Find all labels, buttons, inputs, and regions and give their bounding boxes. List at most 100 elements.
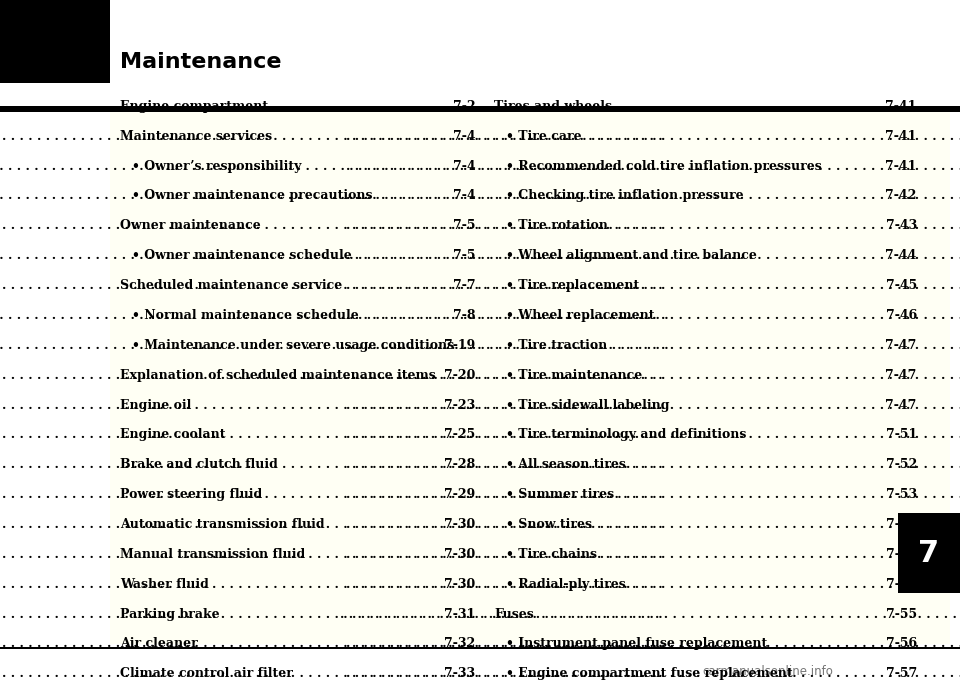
Text: 7-52: 7-52 xyxy=(885,458,917,471)
Text: . . . . . . . . . . . . . . . . . . . . . . . . . . . . . . . . . . . . . . . . : . . . . . . . . . . . . . . . . . . . . … xyxy=(0,488,663,501)
Text: • Instrument panel fuse replacement: • Instrument panel fuse replacement xyxy=(506,637,767,650)
Text: . . . . . . . . . . . . . . . . . . . . . . . . . . . . . . . . . . . . . . . . : . . . . . . . . . . . . . . . . . . . . … xyxy=(346,667,960,680)
Text: . . . . . . . . . . . . . . . . . . . . . . . . . . . . . . . . . . . . . . . . : . . . . . . . . . . . . . . . . . . . . … xyxy=(0,637,663,650)
Text: 7-41: 7-41 xyxy=(885,160,917,173)
Text: 7-46: 7-46 xyxy=(885,309,917,322)
Text: 7-33: 7-33 xyxy=(444,667,475,680)
Text: 7-4: 7-4 xyxy=(452,189,475,203)
Text: . . . . . . . . . . . . . . . . . . . . . . . . . . . . . . . . . . . . . . . . : . . . . . . . . . . . . . . . . . . . . … xyxy=(0,100,663,113)
Text: 7-8: 7-8 xyxy=(453,309,475,322)
Text: . . . . . . . . . . . . . . . . . . . . . . . . . . . . . . . . . . . . . . . . : . . . . . . . . . . . . . . . . . . . . … xyxy=(0,429,663,442)
Text: . . . . . . . . . . . . . . . . . . . . . . . . . . . . . . . . . . . . . . . . : . . . . . . . . . . . . . . . . . . . . … xyxy=(0,518,663,531)
Bar xyxy=(0,0,110,83)
Text: 7-7: 7-7 xyxy=(452,279,475,292)
Text: . . . . . . . . . . . . . . . . . . . . . . . . . . . . . . . . . . . . . . . . : . . . . . . . . . . . . . . . . . . . . … xyxy=(346,219,960,232)
Text: • Wheel replacement: • Wheel replacement xyxy=(506,309,655,322)
Text: 7-5: 7-5 xyxy=(453,219,475,232)
Text: . . . . . . . . . . . . . . . . . . . . . . . . . . . . . . . . . . . . . . . . : . . . . . . . . . . . . . . . . . . . . … xyxy=(346,279,960,292)
Text: Explanation of scheduled maintenance items: Explanation of scheduled maintenance ite… xyxy=(120,369,436,382)
Text: . . . . . . . . . . . . . . . . . . . . . . . . . . . . . . . . . . . . . . . . : . . . . . . . . . . . . . . . . . . . . … xyxy=(346,160,960,173)
Text: 7-53: 7-53 xyxy=(886,548,917,561)
Text: • Owner maintenance schedule: • Owner maintenance schedule xyxy=(132,249,351,263)
Text: 7-30: 7-30 xyxy=(444,548,475,561)
Text: 7-4: 7-4 xyxy=(452,160,475,173)
Text: • Tire terminology and definitions: • Tire terminology and definitions xyxy=(506,429,746,442)
Text: . . . . . . . . . . . . . . . . . . . . . . . . . . . . . . . . . . . . . . . . : . . . . . . . . . . . . . . . . . . . . … xyxy=(0,548,663,561)
Text: . . . . . . . . . . . . . . . . . . . . . . . . . . . . . . . . . . . . . . . . : . . . . . . . . . . . . . . . . . . . . … xyxy=(0,309,669,322)
Text: 7-53: 7-53 xyxy=(886,518,917,531)
Text: Scheduled maintenance service: Scheduled maintenance service xyxy=(120,279,343,292)
Text: • Snow tires: • Snow tires xyxy=(506,518,592,531)
Text: • Recommended cold tire inflation pressures: • Recommended cold tire inflation pressu… xyxy=(506,160,822,173)
Text: 7-28: 7-28 xyxy=(444,458,475,471)
Text: 7-5: 7-5 xyxy=(453,249,475,263)
Text: 7-47: 7-47 xyxy=(885,398,917,411)
Text: . . . . . . . . . . . . . . . . . . . . . . . . . . . . . . . . . . . . . . . . : . . . . . . . . . . . . . . . . . . . . … xyxy=(0,160,669,173)
Text: Brake and clutch fluid: Brake and clutch fluid xyxy=(120,458,277,471)
Text: • Owner’s responsibility: • Owner’s responsibility xyxy=(132,160,300,173)
Text: carmanualsonline.info: carmanualsonline.info xyxy=(703,666,833,678)
Text: 7-44: 7-44 xyxy=(885,249,917,263)
Text: . . . . . . . . . . . . . . . . . . . . . . . . . . . . . . . . . . . . . . . . : . . . . . . . . . . . . . . . . . . . . … xyxy=(346,577,960,590)
Bar xyxy=(110,107,950,644)
Text: . . . . . . . . . . . . . . . . . . . . . . . . . . . . . . . . . . . . . . . . : . . . . . . . . . . . . . . . . . . . . … xyxy=(346,429,960,442)
Text: . . . . . . . . . . . . . . . . . . . . . . . . . . . . . . . . . . . . . . . . : . . . . . . . . . . . . . . . . . . . . … xyxy=(0,458,663,471)
Text: 7-47: 7-47 xyxy=(885,369,917,382)
Text: • Tire traction: • Tire traction xyxy=(506,339,607,352)
Text: . . . . . . . . . . . . . . . . . . . . . . . . . . . . . . . . . . . . . . . . : . . . . . . . . . . . . . . . . . . . . … xyxy=(0,219,663,232)
Text: . . . . . . . . . . . . . . . . . . . . . . . . . . . . . . . . . . . . . . . . : . . . . . . . . . . . . . . . . . . . . … xyxy=(346,398,960,411)
Text: Maintenance services: Maintenance services xyxy=(120,130,272,143)
Text: . . . . . . . . . . . . . . . . . . . . . . . . . . . . . . . . . . . . . . . . : . . . . . . . . . . . . . . . . . . . . … xyxy=(0,249,669,263)
Text: • Engine compartment fuse replacement: • Engine compartment fuse replacement xyxy=(506,667,793,680)
Text: 7-25: 7-25 xyxy=(444,429,475,442)
Text: • All season tires: • All season tires xyxy=(506,458,626,471)
Text: 7-43: 7-43 xyxy=(885,219,917,232)
Text: 7-57: 7-57 xyxy=(885,667,917,680)
Text: • Tire care: • Tire care xyxy=(506,130,582,143)
Text: 7-32: 7-32 xyxy=(444,637,475,650)
Text: Fuses: Fuses xyxy=(494,608,534,621)
Text: . . . . . . . . . . . . . . . . . . . . . . . . . . . . . . . . . . . . . . . . : . . . . . . . . . . . . . . . . . . . . … xyxy=(346,369,960,382)
Text: Washer fluid: Washer fluid xyxy=(120,577,209,590)
Text: Manual transmission fluid: Manual transmission fluid xyxy=(120,548,305,561)
Text: . . . . . . . . . . . . . . . . . . . . . . . . . . . . . . . . . . . . . . . . : . . . . . . . . . . . . . . . . . . . . … xyxy=(0,577,663,590)
Text: . . . . . . . . . . . . . . . . . . . . . . . . . . . . . . . . . . . . . . . . : . . . . . . . . . . . . . . . . . . . . … xyxy=(346,518,960,531)
Text: . . . . . . . . . . . . . . . . . . . . . . . . . . . . . . . . . . . . . . . . : . . . . . . . . . . . . . . . . . . . . … xyxy=(346,339,960,352)
Text: 7-19: 7-19 xyxy=(444,339,475,352)
Text: . . . . . . . . . . . . . . . . . . . . . . . . . . . . . . . . . . . . . . . . : . . . . . . . . . . . . . . . . . . . . … xyxy=(0,398,663,411)
Text: Tires and wheels: Tires and wheels xyxy=(494,100,612,113)
Text: Automatic transmission fluid: Automatic transmission fluid xyxy=(120,518,324,531)
Text: 7-41: 7-41 xyxy=(885,130,917,143)
Text: . . . . . . . . . . . . . . . . . . . . . . . . . . . . . . . . . . . . . . . . : . . . . . . . . . . . . . . . . . . . . … xyxy=(346,130,960,143)
Text: . . . . . . . . . . . . . . . . . . . . . . . . . . . . . . . . . . . . . . . . : . . . . . . . . . . . . . . . . . . . . … xyxy=(0,667,663,680)
Text: • Maintenance under severe usage conditions: • Maintenance under severe usage conditi… xyxy=(132,339,454,352)
Text: • Radial-ply tires: • Radial-ply tires xyxy=(506,577,626,590)
Text: Engine coolant: Engine coolant xyxy=(120,429,226,442)
Text: . . . . . . . . . . . . . . . . . . . . . . . . . . . . . . . . . . . . . . . . : . . . . . . . . . . . . . . . . . . . . … xyxy=(346,249,960,263)
Bar xyxy=(898,513,960,593)
Text: 7-4: 7-4 xyxy=(452,130,475,143)
Text: • Wheel alignment and tire balance: • Wheel alignment and tire balance xyxy=(506,249,756,263)
Text: Engine compartment: Engine compartment xyxy=(120,100,268,113)
Text: . . . . . . . . . . . . . . . . . . . . . . . . . . . . . . . . . . . . . . . . : . . . . . . . . . . . . . . . . . . . . … xyxy=(346,458,960,471)
Text: . . . . . . . . . . . . . . . . . . . . . . . . . . . . . . . . . . . . . . . . : . . . . . . . . . . . . . . . . . . . . … xyxy=(0,339,669,352)
Text: • Tire rotation: • Tire rotation xyxy=(506,219,608,232)
Text: • Tire chains: • Tire chains xyxy=(506,548,597,561)
Text: Engine oil: Engine oil xyxy=(120,398,191,411)
Text: 7-56: 7-56 xyxy=(886,637,917,650)
Text: • Tire sidewall labeling: • Tire sidewall labeling xyxy=(506,398,669,411)
Text: 7-51: 7-51 xyxy=(885,429,917,442)
Text: 7-31: 7-31 xyxy=(444,608,475,621)
Text: 7-42: 7-42 xyxy=(885,189,917,203)
Text: 7-30: 7-30 xyxy=(444,577,475,590)
Text: 7-54: 7-54 xyxy=(885,577,917,590)
Text: . . . . . . . . . . . . . . . . . . . . . . . . . . . . . . . . . . . . . . . . : . . . . . . . . . . . . . . . . . . . . … xyxy=(346,488,960,501)
Text: . . . . . . . . . . . . . . . . . . . . . . . . . . . . . . . . . . . . . . . . : . . . . . . . . . . . . . . . . . . . . … xyxy=(0,279,663,292)
Text: • Owner maintenance precautions: • Owner maintenance precautions xyxy=(132,189,372,203)
Text: . . . . . . . . . . . . . . . . . . . . . . . . . . . . . . . . . . . . . . . . : . . . . . . . . . . . . . . . . . . . . … xyxy=(346,637,960,650)
Text: Parking brake: Parking brake xyxy=(120,608,220,621)
Text: Climate control air filter: Climate control air filter xyxy=(120,667,293,680)
Text: . . . . . . . . . . . . . . . . . . . . . . . . . . . . . . . . . . . . . . . . : . . . . . . . . . . . . . . . . . . . . … xyxy=(0,189,669,203)
Text: 7-47: 7-47 xyxy=(885,339,917,352)
Text: Owner maintenance: Owner maintenance xyxy=(120,219,261,232)
